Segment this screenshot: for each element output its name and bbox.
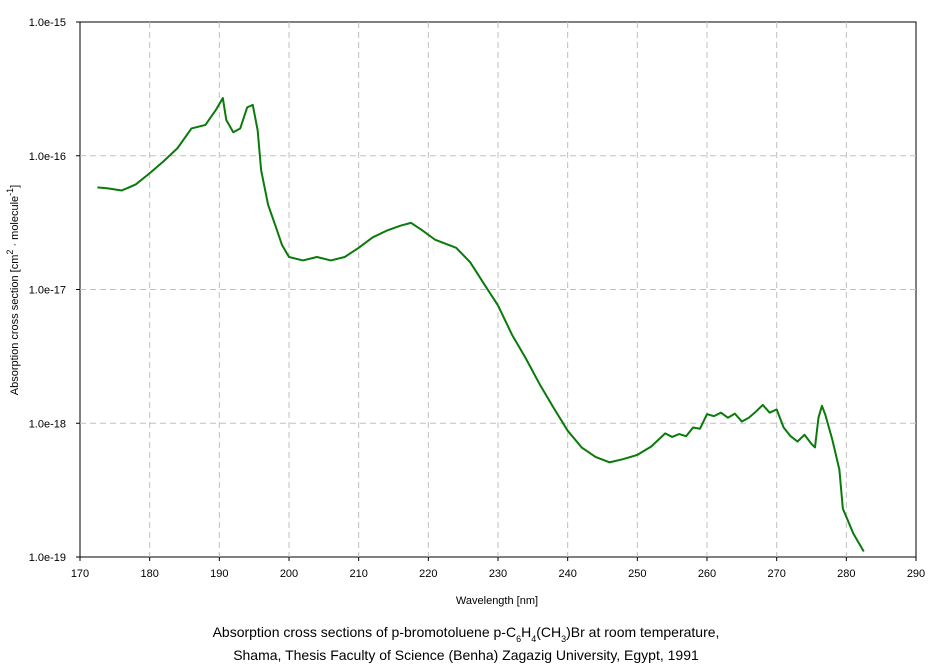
text-segment: H [521,624,531,640]
x-tick-label: 270 [767,568,785,580]
y-tick-label: 1.0e-16 [29,151,66,163]
x-tick-label: 220 [419,568,437,580]
text-segment: 6 [516,634,521,644]
text-segment: 3 [561,634,566,644]
x-tick-label: 240 [558,568,576,580]
x-tick-label: 290 [907,568,925,580]
text-segment: -1 [5,188,15,196]
x-tick-label: 250 [628,568,646,580]
y-tick-label: 1.0e-18 [29,418,66,430]
y-tick-label: 1.0e-17 [29,285,66,297]
text-segment: )Br at room temperature, [566,624,719,640]
text-segment: Shama, Thesis Faculty of Science (Benha)… [233,647,699,663]
x-tick-label: 180 [140,568,158,580]
x-tick-label: 200 [280,568,298,580]
x-tick-label: 210 [349,568,367,580]
y-tick-label: 1.0e-19 [29,552,66,564]
text-segment: Absorption cross section [cm [9,255,21,396]
text-segment: 4 [531,634,536,644]
x-axis-label: Wavelength [nm] [456,595,538,607]
y-tick-label: 1.0e-15 [29,17,66,29]
text-segment: ] [9,185,21,188]
x-tick-label: 280 [837,568,855,580]
text-segment: 2 [5,250,15,255]
x-tick-label: 260 [698,568,716,580]
text-segment: · molecule [9,196,21,250]
text-segment: (CH [536,624,561,640]
caption-line: Shama, Thesis Faculty of Science (Benha)… [233,647,699,663]
text-segment: Absorption cross sections of p-bromotolu… [213,624,516,640]
caption-line: Absorption cross sections of p-bromotolu… [213,624,720,644]
x-tick-label: 190 [210,568,228,580]
y-axis-label: Absorption cross section [cm2 · molecule… [5,185,21,396]
x-tick-label: 230 [489,568,507,580]
data-line [97,97,865,552]
x-tick-label: 170 [71,568,89,580]
